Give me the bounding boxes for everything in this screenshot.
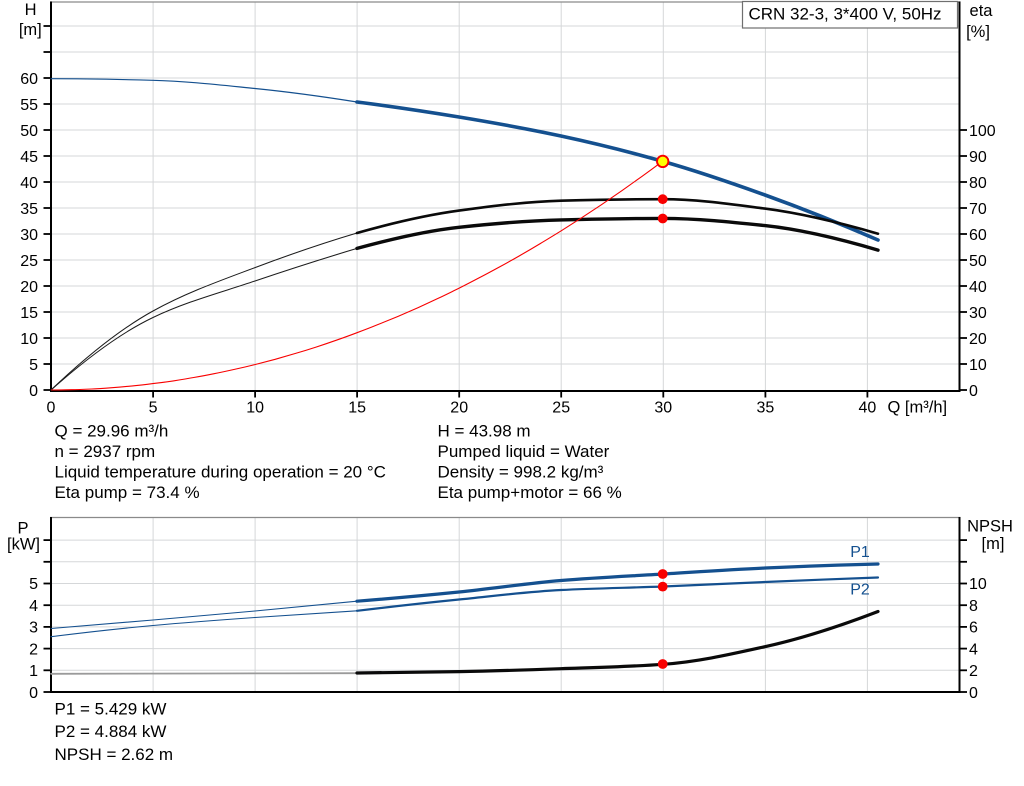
svg-text:Density = 998.2 kg/m³: Density = 998.2 kg/m³ (438, 462, 604, 481)
svg-text:P: P (17, 519, 28, 537)
svg-text:10: 10 (969, 576, 987, 593)
svg-text:35: 35 (757, 399, 775, 416)
svg-text:20: 20 (969, 331, 987, 348)
svg-text:0: 0 (969, 383, 978, 400)
svg-text:20: 20 (20, 279, 38, 296)
svg-text:5: 5 (29, 576, 38, 593)
svg-text:15: 15 (20, 305, 38, 322)
svg-text:[m]: [m] (19, 21, 42, 39)
svg-text:[m]: [m] (982, 535, 1005, 553)
svg-text:NPSH: NPSH (967, 518, 1013, 536)
svg-text:0: 0 (47, 399, 56, 416)
svg-text:H: H (25, 1, 37, 19)
svg-text:55: 55 (20, 97, 38, 114)
svg-text:35: 35 (20, 201, 38, 218)
svg-text:40: 40 (859, 399, 877, 416)
svg-text:P2 = 4.884 kW: P2 = 4.884 kW (55, 722, 167, 741)
svg-text:60: 60 (20, 71, 38, 88)
svg-text:2: 2 (969, 663, 978, 680)
svg-text:60: 60 (969, 227, 987, 244)
svg-text:1: 1 (29, 663, 38, 680)
svg-text:100: 100 (969, 123, 996, 140)
svg-text:0: 0 (969, 685, 978, 702)
svg-text:CRN 32-3, 3*400 V, 50Hz: CRN 32-3, 3*400 V, 50Hz (748, 4, 941, 23)
svg-text:Q = 29.96 m³/h: Q = 29.96 m³/h (55, 421, 169, 440)
svg-text:0: 0 (29, 685, 38, 702)
svg-text:20: 20 (450, 399, 468, 416)
svg-text:H = 43.98 m: H = 43.98 m (438, 421, 531, 440)
svg-text:5: 5 (149, 399, 158, 416)
svg-text:10: 10 (969, 357, 987, 374)
svg-text:70: 70 (969, 201, 987, 218)
svg-text:25: 25 (20, 253, 38, 270)
svg-text:Eta pump = 73.4 %: Eta pump = 73.4 % (55, 483, 200, 502)
svg-text:45: 45 (20, 149, 38, 166)
svg-text:50: 50 (969, 253, 987, 270)
svg-text:0: 0 (29, 383, 38, 400)
svg-text:n = 2937 rpm: n = 2937 rpm (55, 442, 156, 461)
svg-text:4: 4 (969, 641, 978, 658)
svg-text:Liquid temperature during oper: Liquid temperature during operation = 20… (55, 462, 386, 481)
svg-text:6: 6 (969, 620, 978, 637)
svg-text:P1: P1 (850, 544, 870, 561)
svg-text:30: 30 (20, 227, 38, 244)
svg-text:eta: eta (970, 2, 994, 20)
svg-text:Pumped liquid = Water: Pumped liquid = Water (438, 442, 610, 461)
svg-text:[%]: [%] (966, 23, 990, 41)
svg-text:5: 5 (29, 357, 38, 374)
svg-text:40: 40 (969, 279, 987, 296)
svg-text:10: 10 (246, 399, 264, 416)
svg-text:15: 15 (348, 399, 366, 416)
svg-text:25: 25 (552, 399, 570, 416)
svg-text:90: 90 (969, 149, 987, 166)
svg-text:50: 50 (20, 123, 38, 140)
svg-text:10: 10 (20, 331, 38, 348)
svg-text:80: 80 (969, 175, 987, 192)
svg-text:30: 30 (654, 399, 672, 416)
svg-text:Eta pump+motor = 66 %: Eta pump+motor = 66 % (438, 483, 622, 502)
svg-text:30: 30 (969, 305, 987, 322)
svg-text:[kW]: [kW] (7, 535, 40, 553)
svg-text:40: 40 (20, 175, 38, 192)
svg-text:3: 3 (29, 620, 38, 637)
svg-text:P1 = 5.429 kW: P1 = 5.429 kW (55, 699, 167, 718)
svg-text:P2: P2 (850, 582, 870, 599)
svg-text:NPSH = 2.62 m: NPSH = 2.62 m (55, 745, 174, 764)
svg-text:8: 8 (969, 598, 978, 615)
svg-text:2: 2 (29, 641, 38, 658)
svg-text:Q [m³/h]: Q [m³/h] (888, 398, 948, 416)
svg-text:4: 4 (29, 598, 38, 615)
